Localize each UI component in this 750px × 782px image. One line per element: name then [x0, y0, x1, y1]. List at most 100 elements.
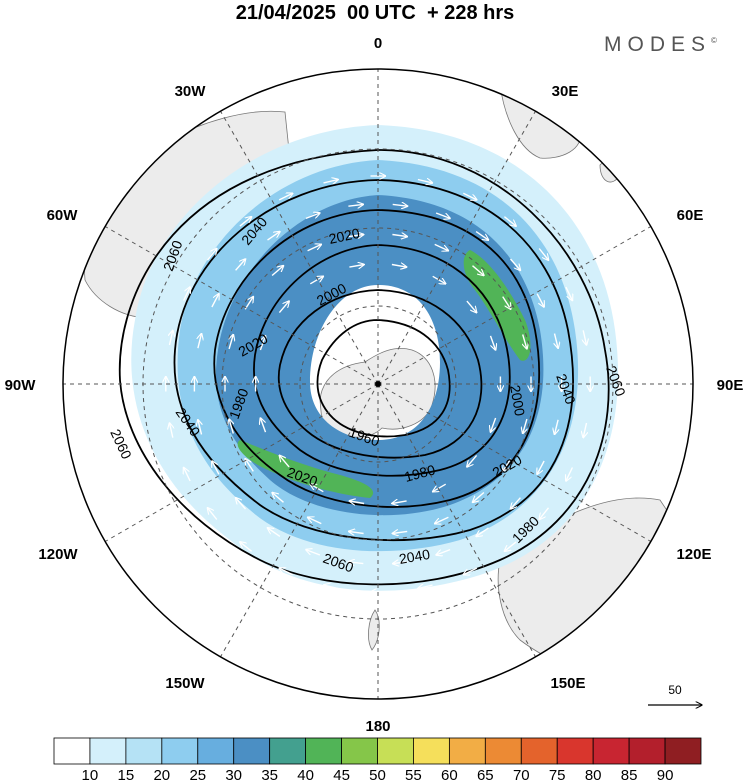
wind-arrow — [504, 541, 517, 551]
madagascar-land — [599, 157, 622, 183]
wind-arrow — [489, 335, 496, 350]
contour-label-15: 2040 — [398, 546, 432, 567]
colorbar-swatch — [161, 737, 199, 765]
wind-arrow — [432, 275, 446, 284]
wind-arrow — [308, 517, 322, 525]
colorbar-tick-label: 20 — [153, 767, 170, 782]
latitude-circle-1 — [299, 305, 457, 463]
wind-arrow — [239, 217, 252, 227]
wind-arrow — [555, 419, 559, 435]
contour-2000 — [253, 244, 511, 477]
colorbar-swatch — [664, 737, 702, 765]
wind-arrow — [240, 542, 253, 552]
wind-arrow — [392, 204, 408, 206]
colorbar-tick-label: 35 — [261, 767, 278, 782]
wind-arrow — [244, 297, 253, 310]
contour-label-16: 1980 — [403, 461, 437, 485]
colorbar-tick-label: 90 — [657, 767, 674, 782]
wind-arrow — [245, 459, 254, 472]
wind-arrow — [418, 585, 433, 588]
colorbar-swatch — [448, 737, 486, 765]
colorbar-tick-label: 85 — [621, 767, 638, 782]
colorbar-swatch — [377, 737, 414, 765]
wind-arrow — [539, 507, 550, 520]
colorbar-tick-label: 40 — [297, 767, 314, 782]
wind-arrow — [348, 204, 363, 206]
wind-arrow — [323, 180, 339, 183]
colorbar-tick-label: 30 — [225, 767, 242, 782]
colorbar-swatch — [628, 737, 666, 765]
wind-arrow — [536, 293, 544, 307]
wind-arrow — [491, 417, 497, 432]
wind-arrow — [392, 501, 407, 504]
wind-arrow — [523, 418, 527, 433]
contour-label-3: 2020 — [327, 225, 361, 247]
wind-arrow — [475, 231, 488, 241]
colorbar-swatch — [592, 737, 630, 765]
wind-arrow — [392, 235, 407, 237]
jet-streak-south — [237, 440, 374, 498]
colorbar-swatch — [341, 737, 378, 765]
colorbar-tick-label: 65 — [477, 767, 494, 782]
lon-label-150w: 150W — [165, 675, 205, 692]
colorbar-swatch — [413, 737, 450, 765]
wind-arrow — [259, 336, 265, 351]
wind-arrow — [393, 562, 408, 564]
colorbar-tick-label: 80 — [585, 767, 602, 782]
wind-arrow — [503, 216, 516, 226]
lon-label-0: 0 — [374, 35, 382, 52]
colorbar-tick-label: 70 — [513, 767, 530, 782]
lon-label-180: 180 — [365, 718, 390, 735]
colorbar-tick-label: 50 — [369, 767, 386, 782]
wind-arrow — [349, 501, 365, 504]
contour-2020 — [213, 209, 541, 508]
wind-arrow — [538, 248, 548, 261]
wind-arrow — [417, 180, 433, 183]
wind-arrow — [503, 458, 512, 472]
wind-arrow — [537, 460, 545, 474]
wind-arrow — [198, 334, 202, 349]
lon-label-90e: 90E — [717, 377, 744, 394]
colorbar-swatch — [520, 737, 558, 765]
colorbar-swatch — [305, 737, 342, 765]
wind-arrow — [236, 498, 247, 510]
wind-arrow — [279, 568, 294, 576]
wind-arrow — [509, 258, 521, 270]
wind-arrow — [208, 508, 218, 520]
wind-arrow — [555, 333, 559, 349]
wind-arrow — [278, 193, 293, 201]
map-title: 21/04/2025 00 UTC + 228 hrs — [235, 2, 515, 24]
colorbar-tick-label: 25 — [189, 767, 206, 782]
wind-arrow — [583, 422, 586, 438]
colorbar-tick-label: 15 — [118, 767, 135, 782]
wind-arrow — [392, 531, 408, 533]
wind-arrow — [310, 484, 324, 493]
wind-arrow — [211, 294, 219, 308]
wind-arrow — [306, 550, 321, 556]
colorbar-swatch — [484, 737, 522, 765]
wind-arrow — [198, 420, 202, 435]
wind-arrow — [271, 266, 283, 277]
colorbar-swatch — [89, 737, 127, 765]
lon-label-90w: 90W — [5, 377, 37, 394]
copyright-mark: © — [711, 36, 717, 45]
wind-arrow — [260, 418, 267, 433]
wind-arrow — [472, 265, 484, 276]
colorbar-ticks: 10 15 20 25 30 35 40 45 50 55 60 65 70 75 80 85 90 — [82, 767, 674, 782]
wind-arrow — [279, 455, 290, 468]
colorbar-swatch — [197, 737, 235, 765]
wind-arrow — [391, 265, 407, 268]
wind-arrow — [565, 286, 573, 301]
lon-label-150e: 150E — [550, 675, 585, 692]
wind-arrow — [511, 497, 521, 509]
contour-2060 — [118, 149, 610, 586]
colorbar-tick-label: 60 — [441, 767, 458, 782]
graticule — [63, 69, 693, 699]
lon-label-30w: 30W — [175, 83, 207, 100]
wind-arrow — [182, 287, 191, 301]
wind-arrow — [229, 335, 233, 350]
wind-arrow — [583, 330, 586, 345]
wind-arrow — [268, 528, 281, 537]
wind-arrow — [235, 259, 246, 271]
